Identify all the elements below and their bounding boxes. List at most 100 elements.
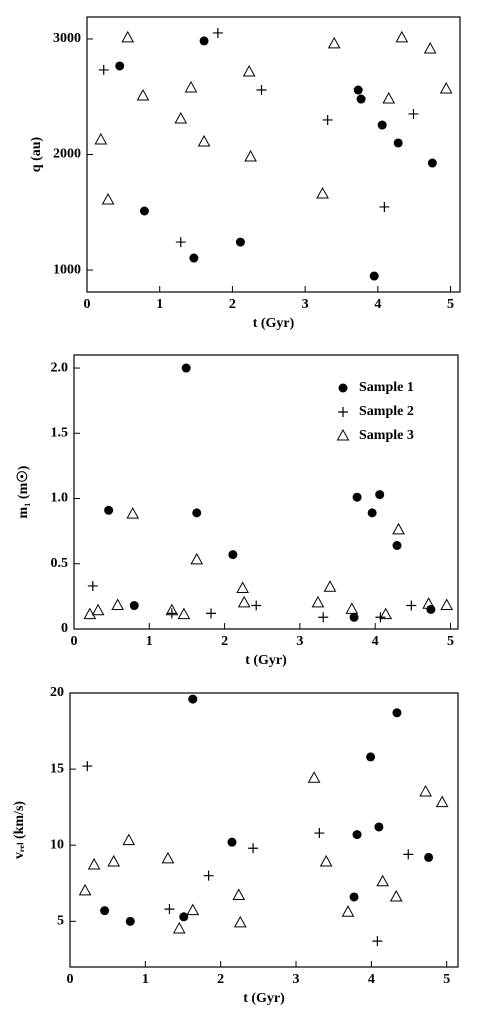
point: [203, 870, 214, 881]
point: [392, 708, 402, 718]
point: [376, 874, 390, 887]
point: [356, 94, 366, 104]
point: [353, 85, 363, 95]
panel: 0 1 2 3 4 5 1000 2000 3000 t (Gyr) q (au): [29, 16, 461, 331]
point: [190, 552, 204, 565]
point: [424, 852, 434, 862]
point: [419, 784, 432, 797]
x-axis-label: t (Gyr): [253, 316, 295, 331]
point: [122, 833, 136, 846]
point: [395, 30, 409, 43]
point: [440, 598, 454, 611]
panel: 0 1 2 3 4 5 5 10 15 20 t (Gyr) vᵣₑₗ (km/s): [12, 685, 459, 1006]
point: [101, 192, 115, 205]
point: [377, 120, 387, 130]
point: [82, 761, 93, 772]
point: [166, 608, 177, 619]
y-tick-label: 20: [50, 685, 64, 700]
point: [136, 88, 150, 101]
point: [115, 61, 125, 71]
point: [256, 85, 267, 96]
point: [439, 81, 453, 94]
y-tick-label: 15: [50, 761, 64, 776]
point: [232, 888, 246, 900]
point: [319, 854, 333, 867]
point: [316, 186, 329, 199]
point: [248, 843, 259, 854]
x-tick-label: 1: [142, 972, 149, 987]
y-axis-label: m₁ (m☉): [16, 465, 31, 518]
point: [83, 607, 97, 620]
y-tick-label: 5: [57, 914, 64, 929]
point: [175, 237, 186, 248]
point: [177, 607, 191, 620]
point: [406, 600, 417, 611]
y-tick-label: 10: [50, 837, 64, 852]
point: [426, 604, 436, 614]
point: [314, 828, 325, 839]
legend-marker: [338, 383, 348, 393]
point: [186, 903, 200, 916]
legend-label: Sample 3: [359, 428, 414, 443]
point: [87, 580, 98, 591]
point: [427, 158, 437, 168]
point: [367, 508, 377, 518]
point: [174, 111, 188, 124]
point: [181, 363, 191, 373]
point: [236, 581, 250, 594]
point: [192, 508, 202, 518]
point: [87, 857, 101, 870]
point: [422, 597, 435, 609]
point: [379, 201, 390, 212]
point: [372, 936, 383, 947]
x-tick-label: 5: [443, 972, 450, 987]
point: [104, 505, 114, 515]
point: [165, 603, 179, 616]
legend-marker: [338, 407, 348, 417]
point: [408, 108, 419, 119]
point: [349, 892, 359, 902]
point: [345, 602, 359, 614]
x-tick-label: 5: [447, 634, 454, 649]
point: [244, 150, 257, 162]
x-tick-label: 1: [146, 634, 153, 649]
point: [121, 30, 135, 43]
y-tick-label: 1.0: [51, 491, 69, 506]
x-tick-label: 0: [67, 972, 74, 987]
x-tick-label: 4: [374, 297, 381, 312]
point: [242, 64, 256, 77]
y-axis-label: vᵣₑₗ (km/s): [12, 801, 27, 859]
panel: 0 1 2 3 4 5 0 0.5 1.0 1.5 2.0 t (Gyr) m₁ (m☉) Sample …: [16, 354, 459, 668]
point: [327, 36, 341, 49]
point: [307, 771, 321, 783]
legend-marker: [336, 428, 350, 441]
point: [100, 906, 110, 916]
point: [375, 490, 385, 500]
point: [403, 849, 414, 860]
point: [435, 795, 449, 808]
point: [369, 271, 379, 281]
point: [393, 138, 403, 148]
point: [188, 694, 198, 704]
x-axis-label: t (Gyr): [243, 991, 285, 1006]
y-tick-label: 1000: [53, 262, 81, 277]
point: [311, 595, 325, 608]
point: [392, 522, 405, 535]
point: [382, 92, 396, 104]
point: [423, 41, 437, 54]
point: [237, 595, 251, 608]
point: [323, 580, 337, 592]
x-axis-label: t (Gyr): [245, 653, 287, 668]
x-tick-label: 2: [221, 634, 228, 649]
point: [233, 915, 247, 928]
point: [374, 822, 384, 832]
point: [352, 492, 362, 502]
point: [184, 80, 198, 93]
point: [91, 603, 105, 616]
point: [129, 601, 139, 611]
point: [318, 612, 329, 623]
point: [107, 854, 121, 867]
point: [389, 889, 403, 902]
point: [139, 206, 149, 216]
point: [98, 64, 109, 75]
